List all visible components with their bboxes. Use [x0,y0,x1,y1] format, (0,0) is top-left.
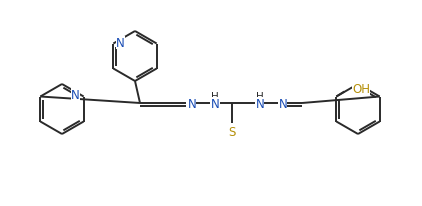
Text: N: N [256,97,264,110]
Text: H: H [256,91,264,102]
Text: N: N [279,98,287,111]
Text: S: S [228,125,236,138]
Text: N: N [211,97,219,110]
Text: N: N [188,98,196,111]
Text: N: N [71,89,80,102]
Text: OH: OH [352,83,371,96]
Text: N: N [116,37,125,50]
Text: H: H [211,91,219,102]
